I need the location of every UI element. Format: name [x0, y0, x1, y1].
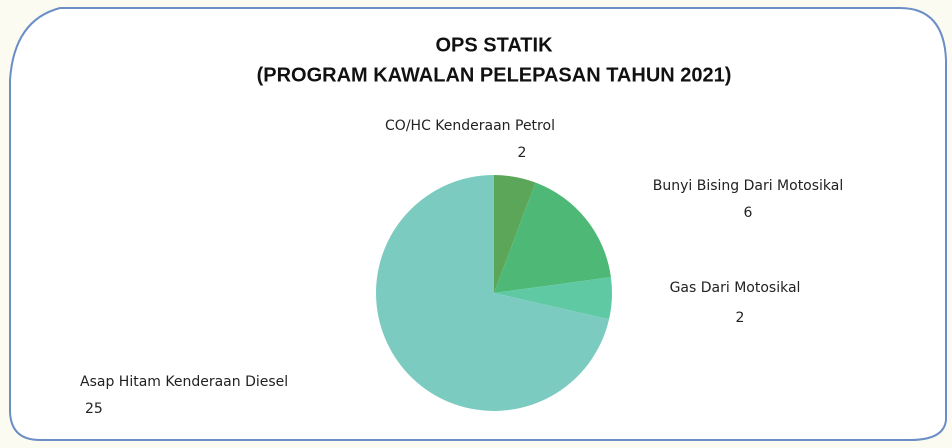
chart-subtitle: (PROGRAM KAWALAN PELEPASAN TAHUN 2021) — [257, 64, 732, 86]
slice-label: CO/HC Kenderaan Petrol — [385, 118, 555, 134]
pie-slice — [494, 175, 536, 293]
pie-slice — [376, 175, 610, 411]
slice-label: Asap Hitam Kenderaan Diesel — [80, 374, 288, 390]
slice-label: Gas Dari Motosikal — [670, 280, 801, 296]
pie-slice — [494, 277, 612, 320]
slice-value: 2 — [736, 310, 745, 326]
slice-label: Bunyi Bising Dari Motosikal — [653, 178, 844, 194]
pie-slice — [494, 182, 611, 293]
slice-value: 25 — [85, 401, 103, 417]
chart-title: OPS STATIK — [435, 34, 553, 56]
slice-value: 6 — [744, 205, 753, 221]
slice-value: 2 — [518, 145, 527, 161]
